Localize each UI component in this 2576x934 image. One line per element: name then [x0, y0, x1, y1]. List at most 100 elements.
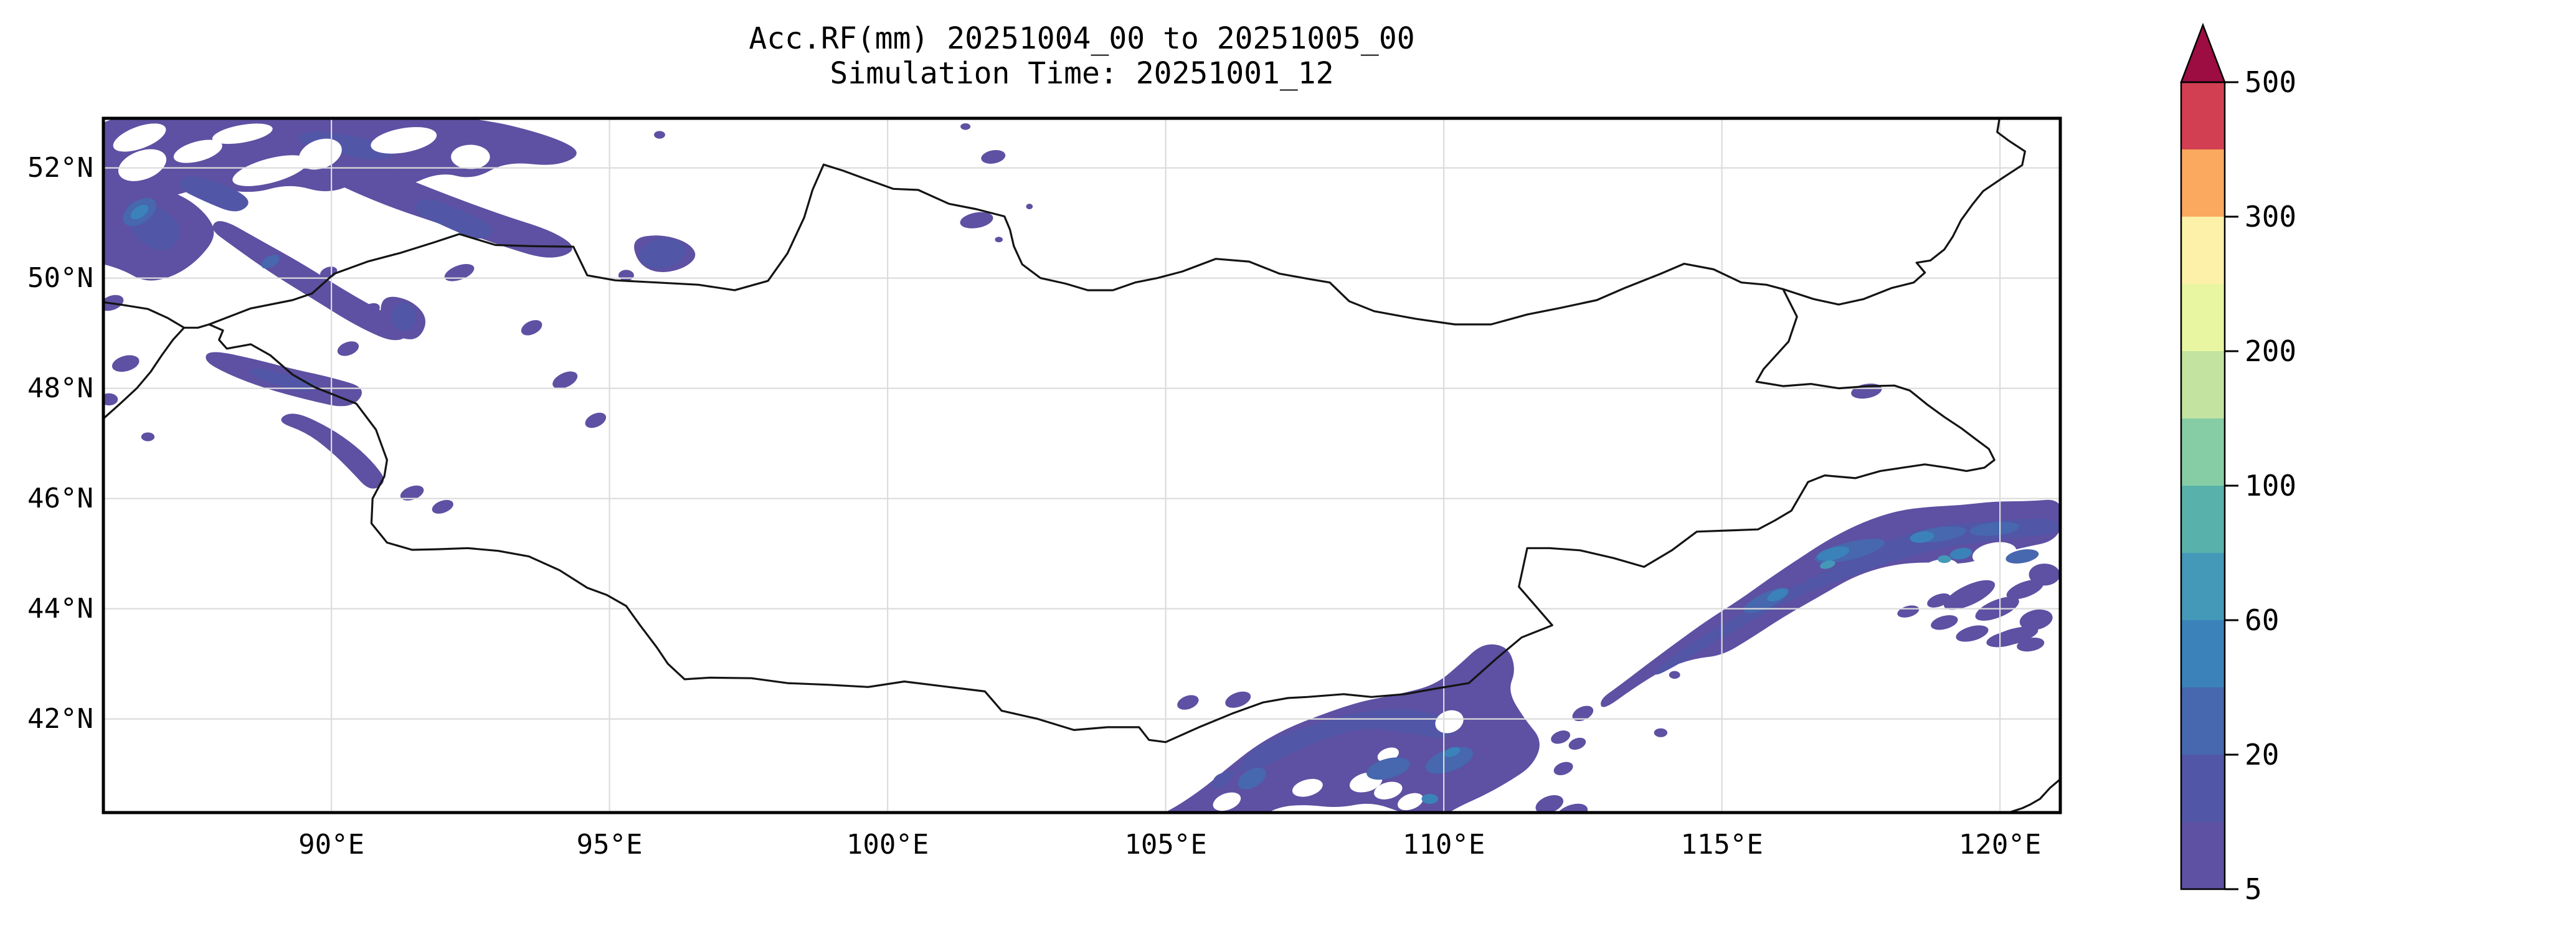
precip-blob-l2 [250, 368, 316, 392]
precip-dot-l1 [1026, 204, 1033, 210]
precip-blob-l1 [281, 413, 384, 489]
precip-dot-l4 [1817, 546, 1850, 561]
precip-dot-l3 [1969, 521, 2020, 536]
precip-dot-l4 [1949, 547, 1972, 560]
colorbar-tick-label: 5 [2245, 872, 2262, 906]
colorbar-tick-label: 20 [2245, 738, 2280, 771]
precip-dot-l4 [1421, 794, 1439, 804]
precip-dot-l1 [1225, 691, 1251, 708]
colorbar-tick-label: 100 [2245, 469, 2297, 502]
colorbar-segment [2181, 418, 2225, 486]
precip-dot-l1 [618, 270, 634, 281]
precip-hole [1875, 578, 1903, 593]
precip-dot-l4 [1444, 747, 1461, 757]
map-area [103, 118, 2060, 813]
y-axis-label: 46°N [27, 482, 93, 514]
precip-dot-l1 [337, 341, 359, 356]
precip-hole [212, 123, 273, 144]
precip-dot-l1 [111, 355, 140, 372]
precip-hole [1806, 598, 1827, 613]
mongolia-russia-border [208, 163, 1784, 326]
colorbar-tick-label: 60 [2245, 603, 2280, 637]
precip-blob-l2 [415, 199, 493, 239]
precip-hole [1292, 778, 1323, 797]
precip-dot-l1 [361, 303, 380, 318]
precip-dot-l4 [1910, 531, 1934, 543]
precip-dot-l1 [1669, 671, 1680, 679]
precip-dot-l1 [1851, 383, 1882, 399]
precip-dot-l1 [103, 393, 118, 406]
precip-hole [118, 149, 167, 181]
precip-dot-l4 [130, 204, 149, 220]
precip-dot-l2 [639, 238, 686, 269]
colorbar-segment [2181, 149, 2225, 217]
colorbar-segment [2181, 755, 2225, 822]
precip-dot-l4 [1767, 588, 1788, 601]
precip-dot-l1 [960, 212, 993, 229]
precip-hole [472, 177, 514, 203]
precip-dot-l1 [2006, 579, 2043, 600]
precip-dot-l1 [1490, 689, 1508, 702]
russia-kazakhstan-border [103, 301, 211, 329]
precip-dot-l1 [400, 485, 424, 501]
precip-hole [329, 200, 379, 235]
colorbar-segment [2181, 620, 2225, 687]
precip-dot-l1 [981, 149, 1006, 164]
colorbar-tick-label: 200 [2245, 334, 2297, 368]
precip-dot-l1 [521, 320, 542, 336]
precip-blob-l1 [212, 221, 410, 341]
precip-dot-l1 [960, 123, 971, 130]
y-axis-label: 42°N [27, 702, 93, 735]
precip-dot-l1 [654, 131, 665, 139]
colorbar-segment [2181, 486, 2225, 553]
precip-hole [1972, 542, 2017, 565]
title-line-2: Simulation Time: 20251001_12 [830, 56, 1334, 91]
x-axis-label: 110°E [1402, 829, 1485, 861]
precip-dot-l1 [432, 499, 453, 514]
precip-hole [232, 155, 308, 186]
precip-blob-l1 [1601, 499, 2060, 707]
x-axis-label: 115°E [1680, 829, 1763, 861]
precip-dot-l1 [1931, 615, 1958, 630]
x-axis-label: 100°E [846, 829, 929, 861]
colorbar-extend-arrow [2180, 22, 2226, 83]
precip-dot-l1 [1177, 695, 1199, 710]
precip-blob-l2 [179, 176, 249, 212]
colorbar-segment [2181, 687, 2225, 755]
precip-hole [371, 127, 437, 154]
plot-frame [102, 116, 2062, 814]
precip-dot-l1 [1555, 803, 1588, 813]
precip-dot-l1 [1568, 737, 1586, 750]
bohai-coastline [2007, 778, 2060, 813]
x-axis-label: 105°E [1124, 829, 1207, 861]
precip-hole [1920, 559, 1958, 580]
precip-hole [173, 139, 222, 163]
precip-dot-l1 [2019, 609, 2053, 630]
precip-hole [451, 144, 490, 169]
precip-dot-l1 [1535, 795, 1564, 813]
title-line-1: Acc.RF(mm) 20251004_00 to 20251005_00 [749, 21, 1415, 56]
colorbar-segment [2181, 284, 2225, 351]
precip-hole [1966, 567, 2000, 584]
precip-dot-l1 [1943, 580, 1996, 610]
y-axis-label: 52°N [27, 151, 93, 184]
precip-dot-l1 [1553, 762, 1573, 775]
precip-dot-l3 [1366, 757, 1410, 780]
precip-dot-l1 [1956, 625, 1989, 642]
precip-dot-l1 [1654, 728, 1668, 737]
figure-title: Acc.RF(mm) 20251004_00 to 20251005_00 Si… [103, 21, 2060, 91]
colorbar-segment [2181, 553, 2225, 620]
y-axis-label: 50°N [27, 262, 93, 294]
precip-dot-l5 [1938, 555, 1951, 564]
x-axis-label: 120°E [1958, 829, 2042, 861]
precip-hole [1374, 781, 1403, 800]
colorbar-tick-label: 500 [2245, 65, 2297, 99]
precip-hole [113, 123, 166, 152]
precip-hole [1435, 710, 1464, 734]
mongolia-china-border [208, 288, 1996, 743]
precip-dot-l1 [1927, 593, 1951, 608]
precip-dot-l1 [444, 264, 475, 281]
precip-dot-l3 [1425, 747, 1474, 774]
